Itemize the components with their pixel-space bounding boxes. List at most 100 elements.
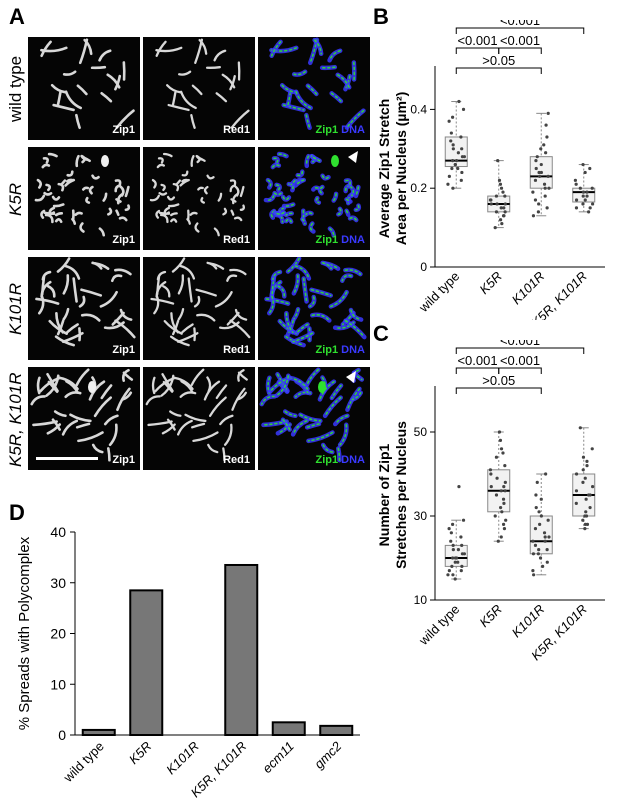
dna-stretch [327,48,343,63]
chromosome-stretch [219,414,234,426]
chromosome-stretch [236,391,247,401]
chromosome-stretch [124,185,130,198]
data-point [545,206,549,210]
chromosome-stretch [193,295,201,308]
chromosome-stretch [198,38,208,55]
bar [129,589,164,736]
chromosome-stretch [215,384,228,400]
chromosome-stretch [181,323,194,334]
chromosome-stretch [75,422,91,429]
data-point [534,166,538,171]
chromosome-stretch [200,196,206,204]
micrograph-cell: Zip1 DNA [258,37,370,140]
chromosome-stretch [177,308,185,321]
category-label: K101R [509,269,548,308]
chromosome-stretch [110,274,123,283]
chromosome-stretch [162,285,171,298]
chromosome-stretch [197,156,206,162]
data-point [574,501,578,505]
chromosome-stretch [62,274,70,295]
data-point [574,182,578,186]
merge-channel-label: Zip1 DNA [316,344,365,356]
chromosome-stretch [62,70,77,76]
data-point [581,190,586,194]
zip1-stretch [271,164,280,168]
chromosome-stretch [233,216,243,222]
chromosome-stretch [115,209,120,217]
merge-dna-label: DNA [341,234,365,246]
data-point [461,518,466,522]
data-point [449,531,453,535]
zip1-stretch [268,295,274,314]
merge-channel-label: Zip1 DNA [316,124,365,136]
arrowhead-icon [348,151,358,163]
data-point [503,202,507,206]
data-point [459,535,463,539]
chromosome-stretch [205,66,221,69]
y-tick-label: 0 [58,727,66,743]
chromosome-stretch [223,423,233,446]
zip1-stretch [282,196,290,201]
y-tick-label: 0 [420,260,427,274]
data-point [544,151,548,155]
chromosome-stretch [80,313,101,322]
zip1-stretch [292,420,308,436]
data-point [591,485,595,489]
panel-a-letter: A [9,4,25,29]
zip1-stretch [319,186,324,195]
micrograph-cell: Red1 [143,147,255,250]
zip1-stretch [351,391,362,401]
data-point [578,186,582,190]
data-point [447,119,451,123]
data-point [447,174,451,178]
chromosome-stretch [103,321,125,330]
data-point [585,464,589,468]
chromosome-stretch [71,217,77,225]
data-point [462,155,466,159]
data-point [581,162,585,167]
chromosome-stretch [62,307,70,321]
chromosome-stretch [74,211,83,217]
chromosome-stretch [35,297,60,305]
chromosome-stretch [156,163,166,169]
chromosome-stretch [61,331,84,344]
polycomplex [318,381,326,393]
data-point [502,501,506,505]
chromosome-stretch [64,90,83,110]
data-point [534,493,538,497]
chromosome-stretch [161,423,176,435]
chromosome-stretch [66,170,74,177]
chromosome-stretch [100,91,113,103]
chromosome-stretch [150,297,175,305]
zip1-stretch [305,155,310,167]
zip1-stretch [267,179,272,189]
box [529,515,553,555]
micrograph-image [34,152,131,237]
y-tick-label: 50 [414,425,428,439]
data-point [462,552,466,556]
chromosome-stretch [217,192,223,202]
data-point [541,564,545,568]
chromosome-stretch [176,419,193,436]
zip1-stretch [355,204,360,211]
chromosome-stretch [54,218,63,224]
data-point [590,186,594,190]
zip1-stretch [285,312,294,334]
zip1-stretch [349,216,358,221]
zip1-stretch [267,376,271,394]
zip1-stretch [305,368,320,386]
category-label: wild type [415,269,462,316]
zip1-stretch [312,186,319,191]
data-point [497,178,502,182]
data-point [497,430,502,434]
data-point [489,202,493,206]
data-point [536,552,540,556]
micrograph-image [145,368,248,462]
chromosome-stretch [72,277,78,303]
chromosome-stretch [190,368,205,387]
zip1-stretch [287,91,292,106]
micrograph-cell: Zip1 [28,367,140,470]
data-point [499,506,503,510]
chromosome-stretch [64,178,76,187]
data-point [543,194,547,198]
